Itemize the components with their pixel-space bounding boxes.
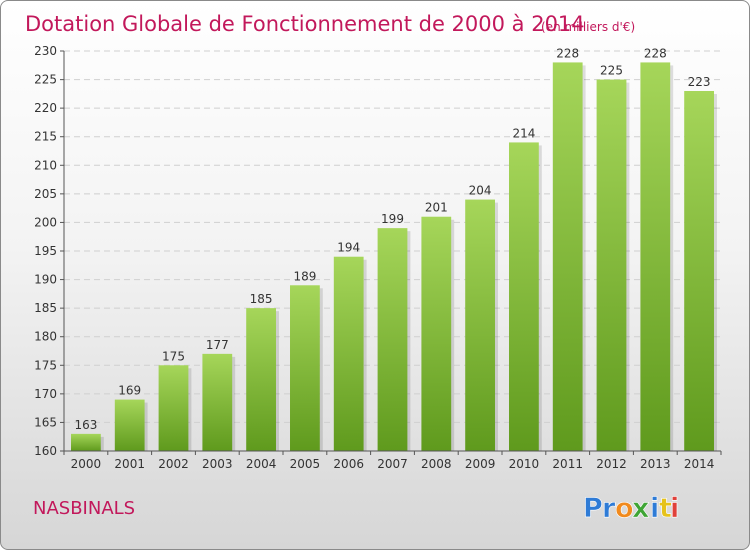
bar (246, 308, 276, 451)
bar (114, 399, 145, 451)
x-tick-label: 2000 (71, 457, 102, 471)
bar-value-label: 228 (644, 46, 667, 60)
bar-value-label: 225 (600, 64, 623, 78)
x-tick-label: 2009 (465, 457, 496, 471)
bar (684, 91, 714, 451)
y-tick-label: 175 (34, 358, 57, 372)
chart-title: Dotation Globale de Fonctionnement de 20… (25, 12, 585, 36)
bar-value-label: 204 (469, 184, 492, 198)
logo-letter: x (632, 493, 649, 524)
logo-letter: P (583, 493, 603, 524)
bar (333, 256, 364, 451)
x-tick-label: 2013 (640, 457, 671, 471)
bar (377, 228, 408, 451)
y-tick-label: 230 (34, 44, 57, 58)
y-tick-label: 180 (34, 330, 57, 344)
y-tick-label: 165 (34, 415, 57, 429)
bar (640, 62, 671, 452)
bar (71, 433, 101, 451)
logo-letter: i (670, 493, 679, 524)
x-tick-label: 2012 (596, 457, 627, 471)
logo-letter: r (602, 493, 616, 524)
bar-value-label: 201 (425, 201, 448, 215)
x-tick-label: 2007 (377, 457, 408, 471)
y-tick-label: 170 (34, 387, 57, 401)
logo-letter: i (650, 493, 659, 524)
chart-subtitle: (en milliers d'€) (541, 20, 635, 34)
bar-value-label: 185 (250, 292, 273, 306)
bar-value-label: 177 (206, 338, 229, 352)
y-tick-label: 190 (34, 273, 57, 287)
bar-value-label: 189 (293, 269, 316, 283)
y-tick-label: 195 (34, 244, 57, 258)
bars (71, 62, 717, 452)
place-name: NASBINALS (33, 498, 135, 519)
y-tick-label: 220 (34, 101, 57, 115)
bar-value-label: 175 (162, 349, 185, 363)
bar (596, 79, 627, 452)
x-tick-label: 2011 (552, 457, 583, 471)
y-tick-label: 160 (34, 444, 57, 458)
bar-value-label: 163 (74, 418, 97, 432)
bar-value-label: 228 (556, 46, 579, 60)
x-tick-label: 2008 (421, 457, 452, 471)
bar-value-label: 194 (337, 241, 360, 255)
bar-value-label: 169 (118, 384, 141, 398)
bar (552, 62, 583, 452)
y-tick-label: 225 (34, 73, 57, 87)
bar (202, 353, 233, 451)
logo-letter: o (615, 493, 634, 524)
bar (290, 285, 320, 451)
x-tick-label: 2001 (114, 457, 145, 471)
x-tick-label: 2002 (158, 457, 189, 471)
bar-value-label: 199 (381, 212, 404, 226)
x-tick-label: 2005 (290, 457, 321, 471)
x-tick-label: 2004 (246, 457, 277, 471)
x-tick-label: 2014 (684, 457, 715, 471)
y-tick-label: 210 (34, 158, 57, 172)
y-tick-label: 215 (34, 130, 57, 144)
axes: 160 165 170 175 180 185 190 195 200 205 210 215 220 2… (34, 44, 722, 471)
x-tick-label: 2010 (509, 457, 540, 471)
y-tick-label: 205 (34, 187, 57, 201)
x-tick-label: 2006 (333, 457, 364, 471)
bar (465, 199, 495, 451)
x-tick-label: 2003 (202, 457, 233, 471)
bar (509, 142, 539, 451)
bar (421, 216, 452, 451)
bar (158, 365, 189, 451)
logo-letter: t (659, 493, 672, 524)
bar-value-label: 214 (512, 126, 535, 140)
value-labels: 163 169 175 177 185 189 194 199 201 204 214 228 225 2… (74, 46, 710, 431)
y-tick-label: 200 (34, 215, 57, 229)
bar-value-label: 223 (688, 75, 711, 89)
y-tick-label: 185 (34, 301, 57, 315)
